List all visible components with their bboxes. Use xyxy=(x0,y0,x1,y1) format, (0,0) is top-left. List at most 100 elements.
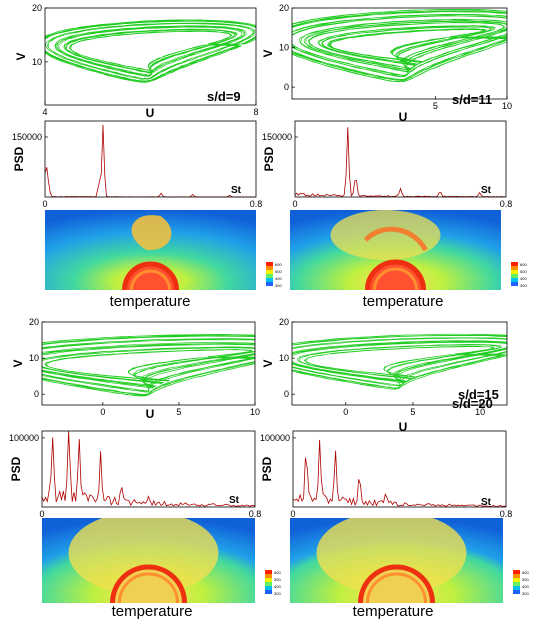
psd-y-label: PSD xyxy=(260,456,274,481)
psd-frame xyxy=(41,430,256,508)
psd-x-tick: 0.8 xyxy=(500,199,513,209)
phase-portrait-1: 4 8 10 20 U Vs/d=9 xyxy=(14,3,259,120)
psd-plot-2: 0 0.8 150000 St PSD xyxy=(262,120,513,209)
cylinder-surface xyxy=(358,564,435,603)
psd-plot-3: 0 0.8 100000 St PSD xyxy=(9,430,262,519)
phase-trajectory xyxy=(292,8,507,83)
legend-label: 400 xyxy=(275,276,282,281)
phase-portrait-2: 5 10 0 10 20 U Vs/d=11 xyxy=(261,3,512,124)
psd-x-label: St xyxy=(231,185,242,196)
phase-x-tick: 5 xyxy=(176,407,181,417)
legend-label: 500 xyxy=(275,269,282,274)
phase-y-label: V xyxy=(261,49,275,57)
hot-core xyxy=(124,264,177,290)
legend-swatch xyxy=(265,590,272,594)
legend-swatch xyxy=(513,586,520,590)
phase-frame xyxy=(41,321,256,406)
legend-swatch xyxy=(265,578,272,582)
legend-swatch xyxy=(266,266,273,270)
case-annotation: s/d=15 xyxy=(458,387,499,402)
legend-swatch xyxy=(511,274,518,278)
psd-plot-4: 0 0.8 100000 St PSD xyxy=(260,430,513,519)
phase-frame xyxy=(291,7,508,100)
psd-frame xyxy=(292,430,507,508)
legend-swatch xyxy=(513,582,520,586)
cylinder-surface xyxy=(110,564,187,603)
psd-x-tick: 0 xyxy=(290,509,295,519)
phase-y-label: V xyxy=(11,359,25,367)
legend-swatch xyxy=(265,570,272,574)
legend-swatch xyxy=(511,266,518,270)
psd-x-tick: 0.8 xyxy=(500,509,513,519)
field-caption: temperature xyxy=(110,293,191,310)
phase-y-tick: 0 xyxy=(284,82,289,92)
psd-y-tick: 150000 xyxy=(262,132,292,142)
phase-y-tick: 20 xyxy=(279,317,289,327)
legend-label: 500 xyxy=(520,269,527,274)
field-caption: temperature xyxy=(363,293,444,310)
psd-x-label: St xyxy=(481,497,492,508)
legend-swatch xyxy=(513,574,520,578)
legend-swatch xyxy=(511,262,518,266)
legend-swatch xyxy=(265,582,272,586)
plume-tail xyxy=(363,226,428,252)
hot-core xyxy=(360,567,433,603)
legend-swatch xyxy=(511,282,518,286)
legend-label: 600 xyxy=(522,570,529,575)
cylinder-inner-layer xyxy=(373,267,418,290)
legend-label: 300 xyxy=(520,283,527,288)
legend-label: 300 xyxy=(522,591,529,596)
phase-x-tick: 5 xyxy=(433,101,438,111)
phase-y-tick: 10 xyxy=(279,353,289,363)
legend-label: 600 xyxy=(520,262,527,267)
legend-swatch xyxy=(266,262,273,266)
plume xyxy=(131,215,172,250)
psd-line xyxy=(44,124,256,198)
legend-label: 300 xyxy=(274,591,281,596)
psd-y-tick: 100000 xyxy=(260,433,290,443)
legend-label: 600 xyxy=(274,570,281,575)
legend-swatch xyxy=(266,270,273,274)
phase-trajectory xyxy=(42,334,255,397)
legend-swatch xyxy=(513,570,520,574)
psd-line xyxy=(41,430,256,507)
phase-portrait-4: 0 5 10 0 10 20 U Vs/d=20 xyxy=(261,317,508,434)
psd-x-label: St xyxy=(229,495,240,506)
legend-label: 500 xyxy=(522,577,529,582)
phase-y-tick: 10 xyxy=(29,353,39,363)
psd-x-tick: 0 xyxy=(292,199,297,209)
psd-x-tick: 0.8 xyxy=(249,509,262,519)
legend-swatch xyxy=(265,574,272,578)
case-annotation: s/d=9 xyxy=(207,89,241,104)
temperature-field-2: 600 500 400 300 temperature xyxy=(290,210,527,310)
phase-portrait-3: 0 5 10 0 10 20 U Vs/d=15 xyxy=(11,317,499,421)
phase-x-tick: 8 xyxy=(253,107,258,117)
legend-swatch xyxy=(513,578,520,582)
legend-swatch xyxy=(265,586,272,590)
phase-y-label: V xyxy=(261,359,275,367)
phase-x-tick: 10 xyxy=(475,407,485,417)
legend-swatch xyxy=(513,590,520,594)
psd-plot-1: 0 0.8 150000 St PSD xyxy=(12,120,262,209)
temperature-field-4: 600 500 400 300 temperature xyxy=(290,518,529,620)
legend-label: 600 xyxy=(275,262,282,267)
phase-y-tick: 20 xyxy=(32,3,42,13)
legend-label: 500 xyxy=(274,577,281,582)
cylinder-inner-layer xyxy=(130,269,171,290)
psd-x-tick: 0 xyxy=(42,199,47,209)
phase-x-label: U xyxy=(146,407,155,421)
psd-frame xyxy=(294,120,507,198)
cylinder-surface xyxy=(365,259,426,290)
phase-y-tick: 20 xyxy=(279,3,289,13)
phase-x-tick: 10 xyxy=(250,407,260,417)
phase-x-tick: 4 xyxy=(42,107,47,117)
phase-frame xyxy=(291,321,508,406)
legend-label: 400 xyxy=(520,276,527,281)
psd-y-tick: 150000 xyxy=(12,132,42,142)
legend-label: 300 xyxy=(275,283,282,288)
phase-x-tick: 10 xyxy=(502,101,512,111)
legend-swatch xyxy=(266,278,273,282)
phase-x-label: U xyxy=(146,106,155,120)
legend-label: 400 xyxy=(274,584,281,589)
